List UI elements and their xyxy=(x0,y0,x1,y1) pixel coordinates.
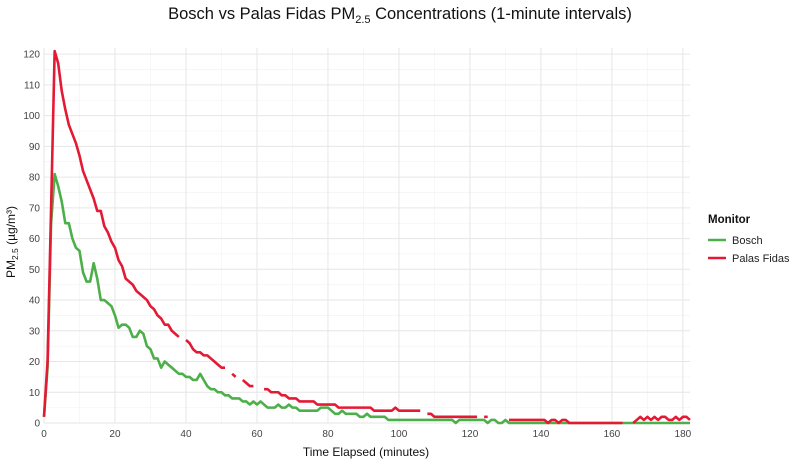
y-tick-label: 30 xyxy=(29,326,41,337)
x-tick-label: 40 xyxy=(180,429,192,440)
svg-text:Bosch vs Palas Fidas PM2.5 Con: Bosch vs Palas Fidas PM2.5 Concentration… xyxy=(168,5,632,26)
x-tick-label: 80 xyxy=(322,429,334,440)
chart-title-suffix: Concentrations (1-minute intervals) xyxy=(371,5,632,23)
x-tick-label: 160 xyxy=(604,429,621,440)
y-tick-label: 120 xyxy=(23,50,40,61)
y-tick-label: 70 xyxy=(29,203,41,214)
legend-title: Monitor xyxy=(708,214,751,226)
x-tick-label: 0 xyxy=(41,429,47,440)
series-line-palas-fidas xyxy=(231,372,237,378)
x-tick-label: 60 xyxy=(251,429,263,440)
series-line-palas-fidas xyxy=(42,49,180,417)
chart-title: Bosch vs Palas Fidas PM2.5 Concentration… xyxy=(168,5,632,26)
y-tick-label: 0 xyxy=(34,419,40,430)
y-tick-label: 60 xyxy=(29,234,41,245)
legend-label-palas-fidas: Palas Fidas xyxy=(732,253,790,265)
series-line-palas-fidas xyxy=(427,412,478,419)
y-axis-title: PM2.5 (µg/m³) xyxy=(4,206,20,278)
grid xyxy=(43,48,690,424)
legend-label-bosch: Bosch xyxy=(732,235,763,247)
series-lines xyxy=(42,49,691,425)
y-axis-title-main: PM xyxy=(4,260,18,278)
y-tick-label: 50 xyxy=(29,265,41,276)
y-tick-label: 80 xyxy=(29,173,41,184)
series-line-bosch xyxy=(42,172,690,425)
x-tick-label: 180 xyxy=(675,429,692,440)
y-tick-label: 20 xyxy=(29,357,41,368)
y-axis-title-subscript: 2.5 xyxy=(10,248,20,260)
x-axis-title: Time Elapsed (minutes) xyxy=(303,445,429,459)
x-tick-label: 100 xyxy=(391,429,408,440)
y-axis-title-suffix: (µg/m³) xyxy=(4,206,18,248)
series-line-palas-fidas xyxy=(632,415,691,424)
series-line-palas-fidas xyxy=(264,387,421,412)
series-line-palas-fidas xyxy=(185,339,226,369)
series-line-palas-fidas xyxy=(241,378,254,388)
y-tick-label: 100 xyxy=(23,111,40,122)
y-tick-label: 40 xyxy=(29,296,41,307)
x-tick-label: 120 xyxy=(462,429,479,440)
x-tick-label: 20 xyxy=(109,429,121,440)
chart-title-subscript: 2.5 xyxy=(355,14,370,26)
legend: Monitor Bosch Palas Fidas xyxy=(708,214,790,265)
y-tick-label: 90 xyxy=(29,142,41,153)
y-tick-label: 110 xyxy=(24,80,40,91)
chart-title-main: Bosch vs Palas Fidas PM xyxy=(168,5,355,23)
x-tick-label: 140 xyxy=(533,429,550,440)
series-line-palas-fidas xyxy=(508,418,623,425)
y-axis-ticks: 0 10 20 30 40 50 60 70 80 90 100 110 120 xyxy=(23,50,40,430)
x-axis-ticks: 0 20 40 60 80 100 120 140 160 180 xyxy=(41,429,691,440)
y-tick-label: 10 xyxy=(29,388,41,399)
